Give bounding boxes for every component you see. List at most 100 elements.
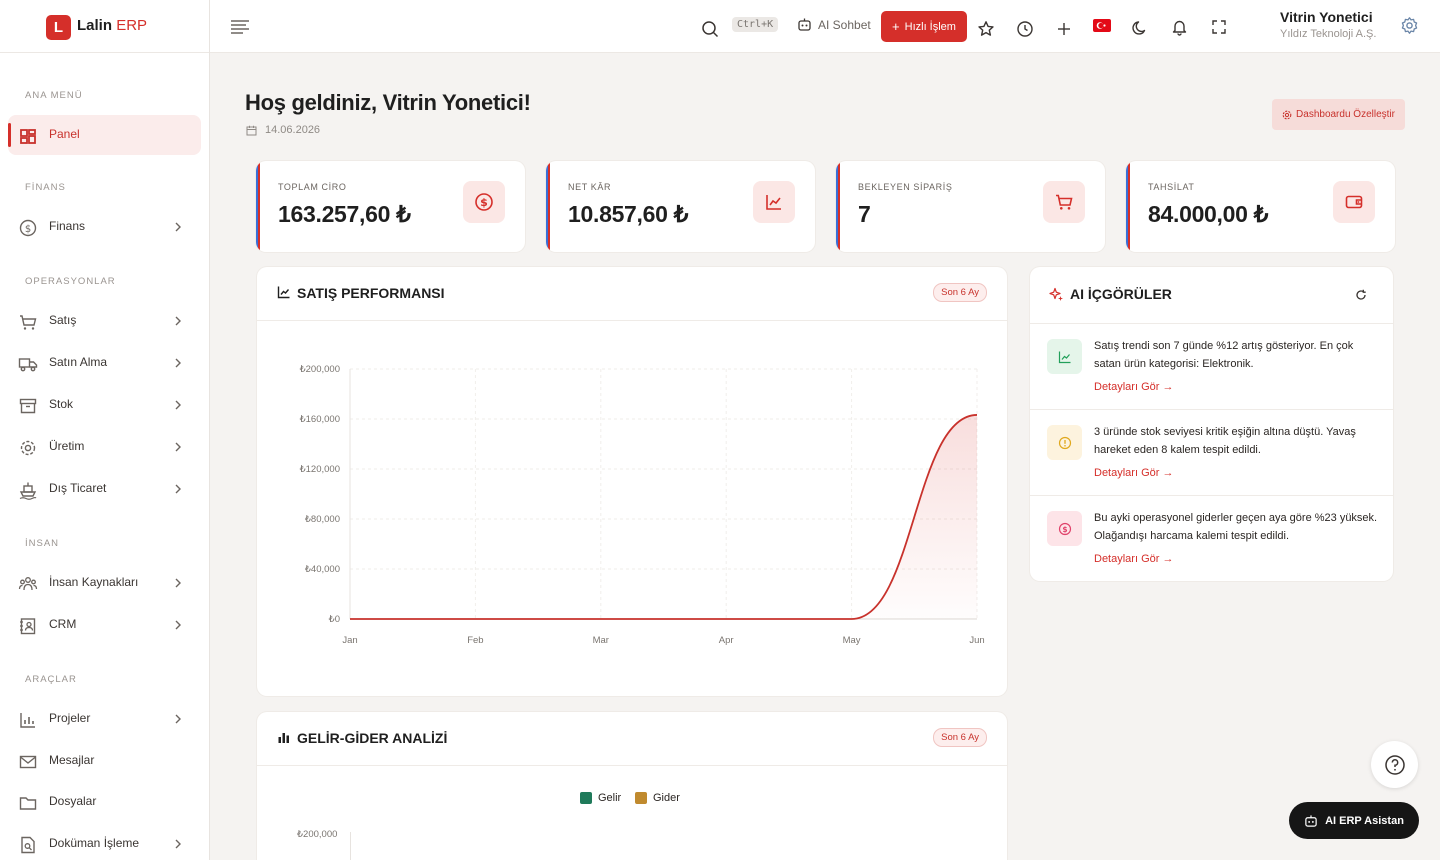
chevron-right-icon [175, 714, 181, 724]
menu-toggle-icon[interactable] [230, 18, 250, 34]
stat-value: 163.257,60 ₺ [278, 201, 411, 227]
insight-details-link[interactable]: Detayları Gör → [1094, 467, 1174, 479]
star-icon[interactable] [977, 20, 995, 38]
sidebar-item-crm[interactable]: CRM [8, 605, 201, 645]
card-title: SATIŞ PERFORMANSI [297, 285, 445, 301]
insight-item[interactable]: Satış trendi son 7 günde %12 artış göste… [1030, 323, 1393, 409]
stat-card-collections[interactable]: TAHSİLAT 84.000,00 ₺ [1126, 161, 1395, 252]
x-tick-label: Jan [342, 635, 357, 646]
customize-dashboard-button[interactable]: Dashboardu Özelleştir [1272, 99, 1405, 130]
x-tick-label: Feb [467, 635, 483, 646]
welcome-title: Hoş geldiniz, Vitrin Yonetici! [245, 90, 531, 115]
moon-icon[interactable] [1132, 19, 1149, 36]
sales-performance-card: SATIŞ PERFORMANSI Son 6 Ay ₺0 ₺40,000 ₺80,… [257, 267, 1007, 696]
date-row: 14.06.2026 [246, 124, 320, 136]
current-date: 14.06.2026 [265, 124, 321, 136]
ai-chat-label: AI Sohbet [818, 17, 871, 32]
y-tick-label: ₺200,000 [297, 829, 338, 840]
sidebar-item-insan-kaynaklari[interactable]: İnsan Kaynakları [8, 563, 201, 603]
chevron-right-icon [175, 484, 181, 494]
history-icon[interactable] [1016, 20, 1034, 38]
period-badge[interactable]: Son 6 Ay [933, 728, 987, 747]
sidebar-item-panel[interactable]: Panel [8, 115, 201, 155]
stat-icon-box [1043, 181, 1085, 223]
contacts-icon [20, 618, 36, 635]
insight-icon-box [1047, 425, 1082, 460]
y-tick-label: ₺80,000 [305, 514, 340, 525]
insight-icon-box: $ [1047, 511, 1082, 546]
trend-up-icon [766, 195, 781, 210]
sidebar-item-satis[interactable]: Satış [8, 301, 201, 341]
sidebar: L Lalin ERP ANA MENÜ Panel FİNANS $ Fina… [0, 0, 210, 860]
period-badge[interactable]: Son 6 Ay [933, 283, 987, 302]
brand[interactable]: L Lalin ERP [0, 0, 209, 53]
sidebar-item-stok[interactable]: Stok [8, 385, 201, 425]
sidebar-item-dokuman-isleme[interactable]: Doküman İşleme [8, 824, 201, 860]
chart-icon [20, 713, 35, 728]
trend-up-icon [277, 286, 290, 299]
chevron-right-icon [175, 316, 181, 326]
sidebar-item-projeler[interactable]: Projeler [8, 699, 201, 739]
sidebar-item-mesajlar[interactable]: Mesajlar [8, 741, 201, 781]
document-search-icon [21, 836, 35, 854]
legend-item-income[interactable]: Gelir [580, 792, 621, 804]
chevron-right-icon [175, 839, 181, 849]
sidebar-item-finans[interactable]: $ Finans [8, 207, 201, 247]
refresh-icon[interactable] [1355, 289, 1367, 301]
insight-details-link[interactable]: Detayları Gör → [1094, 381, 1174, 393]
stat-value: 84.000,00 ₺ [1148, 201, 1269, 227]
card-title: GELİR-GİDER ANALİZİ [297, 730, 448, 746]
sidebar-item-uretim[interactable]: Üretim [8, 427, 201, 467]
legend-swatch [635, 792, 647, 804]
card-header: SATIŞ PERFORMANSI Son 6 Ay [257, 267, 1007, 321]
sparkle-icon [1049, 287, 1063, 301]
y-tick-label: ₺200,000 [300, 364, 340, 375]
search-icon[interactable] [701, 20, 719, 38]
x-tick-label: May [843, 635, 861, 646]
insight-item[interactable]: 3 üründe stok seviyesi kritik eşiğin alt… [1030, 409, 1393, 495]
ai-assistant-button[interactable]: AI ERP Asistan [1289, 802, 1419, 839]
sidebar-item-label: Üretim [49, 439, 85, 453]
sidebar-item-satin-alma[interactable]: Satın Alma [8, 343, 201, 383]
ai-chat-button[interactable]: AI Sohbet [797, 17, 871, 32]
legend-item-expense[interactable]: Gider [635, 792, 680, 804]
sidebar-item-dis-ticaret[interactable]: Dış Ticaret [8, 469, 201, 509]
cart-icon [20, 315, 37, 330]
stat-value: 10.857,60 ₺ [568, 201, 689, 227]
settings-gear-icon[interactable] [1400, 16, 1419, 35]
sidebar-item-label: Panel [49, 127, 80, 141]
bell-icon[interactable] [1171, 18, 1188, 36]
add-icon[interactable] [1056, 21, 1072, 37]
x-tick-label: Mar [593, 635, 609, 646]
x-tick-label: Apr [719, 635, 734, 646]
series-line [349, 414, 978, 620]
insight-details-link[interactable]: Detayları Gör → [1094, 553, 1174, 565]
sidebar-item-label: Doküman İşleme [49, 836, 140, 850]
sidebar-item-label: Mesajlar [49, 753, 95, 767]
ai-assistant-label: AI ERP Asistan [1325, 814, 1404, 827]
dashboard-icon [20, 129, 36, 144]
insight-item[interactable]: $ Bu ayki operasyonel giderler geçen aya… [1030, 495, 1393, 581]
stat-card-revenue[interactable]: TOPLAM CİRO 163.257,60 ₺ $ [256, 161, 525, 252]
fullscreen-icon[interactable] [1211, 19, 1227, 35]
stat-card-pending-orders[interactable]: BEKLEYEN SİPARİŞ 7 [836, 161, 1105, 252]
stat-label: NET KÂR [568, 182, 612, 192]
stat-label: TAHSİLAT [1148, 182, 1195, 192]
stat-value: 7 [858, 201, 871, 227]
stat-label: BEKLEYEN SİPARİŞ [858, 182, 953, 192]
trend-up-icon [1058, 351, 1070, 363]
help-button[interactable] [1371, 741, 1418, 788]
warning-icon [1058, 436, 1071, 449]
turkey-flag-icon[interactable] [1093, 19, 1111, 32]
y-tick-label: ₺40,000 [305, 564, 340, 575]
user-name[interactable]: Vitrin Yonetici [1280, 9, 1373, 25]
sidebar-item-dosyalar[interactable]: Dosyalar [8, 782, 201, 822]
gear-icon [20, 440, 36, 456]
chevron-right-icon [175, 400, 181, 410]
y-axis-line [350, 832, 351, 860]
stat-card-net-profit[interactable]: NET KÂR 10.857,60 ₺ [546, 161, 815, 252]
plus-icon: + [892, 19, 900, 34]
quick-action-button[interactable]: + Hızlı İşlem [881, 11, 967, 42]
section-people: İNSAN [25, 538, 60, 549]
brand-logo: L [46, 15, 71, 40]
